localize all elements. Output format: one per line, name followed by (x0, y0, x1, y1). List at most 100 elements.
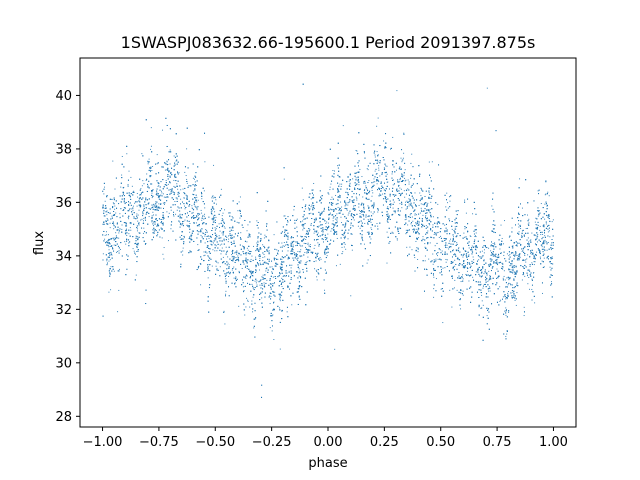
data-point (360, 225, 362, 227)
data-point (543, 257, 545, 259)
data-point (221, 243, 223, 245)
data-point (185, 175, 187, 177)
data-point (527, 227, 529, 229)
data-point (282, 275, 284, 277)
data-point (186, 182, 188, 184)
data-point (526, 258, 528, 260)
data-point (399, 177, 401, 179)
data-point (347, 176, 349, 178)
data-point (300, 262, 302, 264)
data-point (128, 208, 130, 210)
data-point (179, 213, 181, 215)
data-point (418, 223, 420, 225)
data-point (358, 184, 360, 186)
data-point (507, 284, 509, 286)
data-point (279, 307, 281, 309)
data-point (519, 256, 521, 258)
data-point (170, 228, 172, 230)
data-point (515, 253, 517, 255)
data-point (352, 216, 354, 218)
data-point (483, 252, 485, 254)
data-point (239, 196, 241, 198)
data-point (531, 253, 533, 255)
data-point (497, 255, 499, 257)
data-point (195, 222, 197, 224)
data-point (491, 230, 493, 232)
data-point (175, 213, 177, 215)
data-point (433, 233, 435, 235)
data-point (425, 215, 427, 217)
data-point (544, 218, 546, 220)
data-point (253, 327, 255, 329)
data-point (147, 163, 149, 165)
data-point (528, 241, 530, 243)
data-point (432, 224, 434, 226)
data-point (328, 243, 330, 245)
data-point (518, 231, 520, 233)
data-point (533, 254, 535, 256)
data-point (306, 261, 308, 263)
data-point (236, 252, 238, 254)
data-point (251, 283, 253, 285)
data-point (177, 188, 179, 190)
data-point (302, 199, 304, 201)
data-point (392, 213, 394, 215)
data-point (143, 217, 145, 219)
data-point (407, 231, 409, 233)
data-point (418, 204, 420, 206)
data-point (233, 256, 235, 258)
data-point (416, 247, 418, 249)
data-point (541, 244, 543, 246)
data-point (461, 276, 463, 278)
data-point (405, 201, 407, 203)
data-point (271, 266, 273, 268)
data-point (458, 248, 460, 250)
data-point (361, 203, 363, 205)
data-point (398, 181, 400, 183)
data-point (493, 246, 495, 248)
data-point (475, 232, 477, 234)
data-point (541, 246, 543, 248)
data-point (152, 211, 154, 213)
data-point (539, 225, 541, 227)
data-point (114, 237, 116, 239)
data-point (336, 225, 338, 227)
data-point (107, 234, 109, 236)
data-point (483, 259, 485, 261)
data-point (393, 195, 395, 197)
data-point (450, 238, 451, 240)
data-point (247, 224, 249, 226)
data-point (534, 235, 536, 237)
data-point (544, 194, 546, 196)
data-point (372, 205, 374, 207)
data-point (263, 253, 265, 255)
data-point (271, 271, 273, 273)
data-point (167, 240, 169, 242)
data-point (356, 199, 358, 201)
data-point (307, 243, 309, 245)
data-point (107, 256, 109, 258)
data-point (447, 202, 449, 204)
data-point (246, 297, 247, 299)
data-point (302, 227, 304, 229)
data-point (221, 232, 223, 234)
data-point (119, 248, 121, 250)
data-point (459, 263, 461, 265)
data-point (292, 244, 294, 246)
data-point (302, 236, 304, 238)
data-point (356, 150, 358, 152)
data-point (179, 221, 181, 223)
data-point (450, 246, 452, 248)
data-point (118, 270, 120, 272)
data-point (227, 256, 229, 258)
data-point (334, 170, 336, 172)
data-point (309, 208, 311, 210)
data-point (480, 307, 482, 309)
data-point (328, 227, 330, 229)
data-point (105, 231, 107, 233)
data-point (234, 282, 236, 284)
data-point (117, 229, 119, 231)
data-point (232, 243, 234, 245)
chart-title: 1SWASPJ083632.66-195600.1 Period 2091397… (121, 33, 536, 52)
data-point (533, 272, 535, 274)
